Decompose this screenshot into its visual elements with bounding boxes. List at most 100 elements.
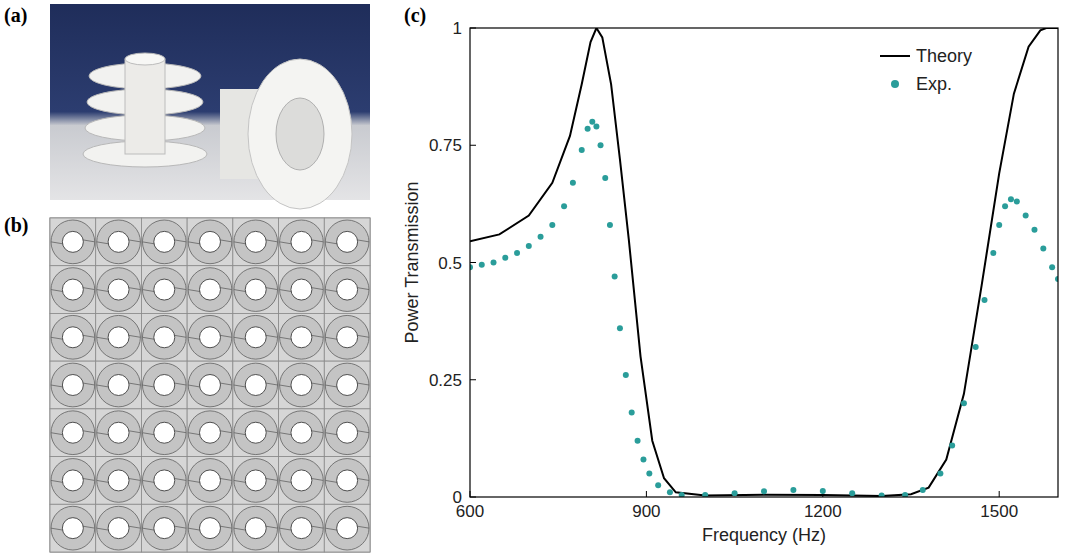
unit-ring [234,363,278,407]
unit-ring [280,268,324,312]
unit-blade [357,288,369,290]
unit-ring [188,506,232,550]
lattice-cell [50,313,96,361]
unit-hole [62,231,83,252]
lattice-cell [187,457,233,505]
unit-hole [291,518,312,539]
unit-blade [174,478,186,480]
unit-ring [142,459,186,503]
unit-ring [234,315,278,359]
unit-ring [234,220,278,264]
unit-blade [97,290,109,292]
unit-blade [311,383,323,385]
lattice-cell [187,409,233,457]
exp-point [1014,199,1020,205]
unit-blade [174,431,186,433]
shell-hole [276,98,324,170]
unit-blade [188,528,200,530]
unit-hole [62,375,83,396]
unit-blade [280,480,292,482]
exp-point [1049,264,1055,270]
exp-point [1008,196,1014,202]
shell-face [248,59,352,209]
lattice-cell [279,361,325,409]
lattice-cell [141,361,187,409]
legend-swatch [880,55,910,57]
lattice-cell [50,218,96,266]
unit-blade [357,431,369,433]
lattice-cell [187,313,233,361]
unit-hole [62,422,83,443]
unit-hole [108,231,129,252]
unit-blade [266,431,278,433]
lattice-cell [279,313,325,361]
lattice-cell [324,457,370,505]
lattice-cell [141,218,187,266]
exp-point [602,175,608,181]
unit-ring [97,363,141,407]
lattice-cell [324,409,370,457]
unit-ring [188,315,232,359]
unit-blade [188,337,200,339]
unit-hole [200,518,221,539]
theory-line [470,28,1058,496]
exp-point [589,119,595,125]
unit-blade [83,526,95,528]
unit-hole [154,422,175,443]
y-tick-label: 0.25 [429,371,462,390]
unit-blade [311,335,323,337]
unit-ring [325,363,369,407]
exp-point [702,492,708,497]
y-tick [470,262,476,263]
unit-blade [220,335,232,337]
unit-ring [142,411,186,455]
lattice-cell [96,313,142,361]
unit-blade [266,335,278,337]
lattice-cell [50,266,96,314]
legend-label: Theory [916,46,972,66]
unit-blade [220,431,232,433]
unit-ring [234,411,278,455]
photo-panel [50,4,370,209]
lattice-cell [187,504,233,552]
unit-blade [188,385,200,387]
unit-hole [245,231,266,252]
lattice-cell [324,504,370,552]
exp-point [585,126,591,132]
plot-data [470,28,1058,497]
exp-point [479,262,485,268]
unit-hole [245,375,266,396]
unit-blade [128,288,140,290]
unit-blade [311,526,323,528]
unit-ring [188,268,232,312]
exp-point [1023,213,1029,219]
unit-blade [357,526,369,528]
lattice-panel [50,218,370,552]
exp-point [820,488,826,494]
unit-blade [220,288,232,290]
legend-swatch [891,80,899,88]
unit-blade [51,528,63,530]
unit-blade [97,242,109,244]
unit-ring [188,459,232,503]
lattice-cell [96,504,142,552]
unit-blade [142,480,154,482]
unit-blade [97,433,109,435]
unit-blade [280,385,292,387]
panel-label: (a) [4,4,27,27]
unit-blade [220,478,232,480]
unit-blade [325,385,337,387]
unit-blade [97,480,109,482]
unit-blade [280,290,292,292]
unit-blade [220,526,232,528]
unit-ring [51,220,95,264]
unit-blade [280,337,292,339]
unit-blade [174,335,186,337]
unit-blade [174,383,186,385]
lattice-cell [187,361,233,409]
unit-hole [200,470,221,491]
unit-blade [51,337,63,339]
unit-ring [142,315,186,359]
unit-ring [280,363,324,407]
lattice-cell [141,504,187,552]
